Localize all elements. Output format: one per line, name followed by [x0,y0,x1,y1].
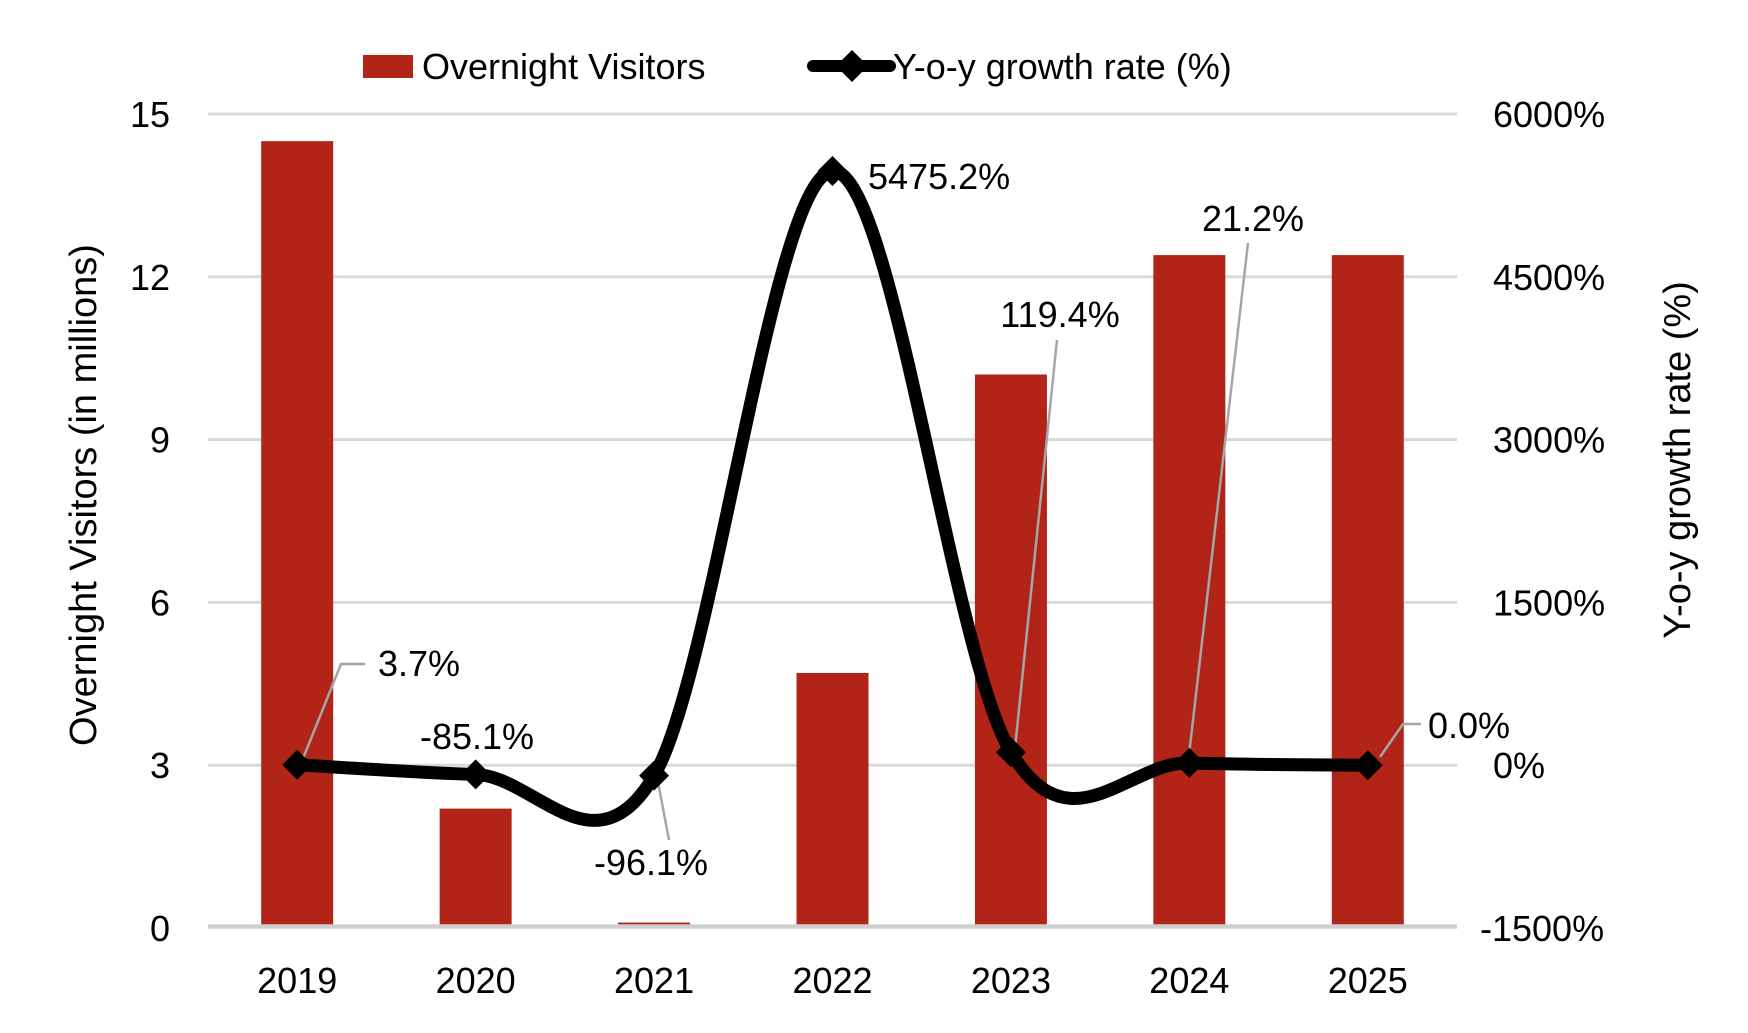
leader-line-2021 [656,781,671,841]
data-label-2019: 3.7% [378,643,460,684]
data-label-2023: 119.4% [1000,294,1119,335]
leader-line-2023 [1013,339,1059,749]
data-label-2020: -85.1% [420,716,534,757]
leader-line-2025 [1378,722,1421,758]
right-axis-tick: 4500% [1493,257,1605,298]
year-label-2022: 2022 [792,960,872,1001]
data-label-2022: 5475.2% [868,156,1010,197]
legend-growth-diamond-icon [836,50,868,82]
left-axis-tick: 3 [150,745,170,786]
year-label-2019: 2019 [257,960,337,1001]
right-axis-tick: 0% [1493,745,1545,786]
bar-2025 [1331,255,1404,927]
bar-2024 [1153,255,1226,927]
right-axis-tick: 6000% [1493,94,1605,135]
marker-2021 [639,760,670,791]
year-label-2021: 2021 [614,960,694,1001]
bar-2020 [439,808,512,926]
right-axis-tick: 1500% [1493,582,1605,623]
bar-2019 [261,141,334,927]
legend-overnight-visitors-label: Overnight Visitors [422,46,705,87]
right-axis-title: Y-o-y growth rate (%) [1657,281,1699,639]
leader-line-2019 [300,662,365,762]
left-axis-tick: 9 [150,420,170,461]
right-axis-tick: -1500% [1480,908,1604,949]
marker-2022 [817,155,848,186]
leader-line-2024 [1187,242,1250,756]
marker-2024 [1174,747,1205,778]
marker-2020 [460,759,491,790]
left-axis-tick: 0 [150,908,170,949]
legend-growth-rate-label: Y-o-y growth rate (%) [893,46,1232,87]
year-label-2020: 2020 [436,960,516,1001]
marker-2023 [995,737,1026,768]
left-axis-tick: 15 [130,94,170,135]
data-label-2021: -96.1% [594,842,708,883]
right-axis-tick: 3000% [1493,420,1605,461]
data-label-2025: 0.0% [1428,705,1510,746]
left-axis-tick: 6 [150,582,170,623]
left-axis-title: Overnight Visitors (in millions) [63,244,105,746]
marker-2025 [1352,750,1383,781]
marker-2019 [282,749,313,780]
year-label-2024: 2024 [1149,960,1229,1001]
year-label-2025: 2025 [1328,960,1408,1001]
bar-2022 [796,672,869,926]
data-label-2024: 21.2% [1202,198,1304,239]
bar-2023 [974,374,1047,927]
year-label-2023: 2023 [971,960,1051,1001]
legend-overnight-visitors-swatch-icon [363,55,413,78]
left-axis-tick: 12 [130,257,170,298]
